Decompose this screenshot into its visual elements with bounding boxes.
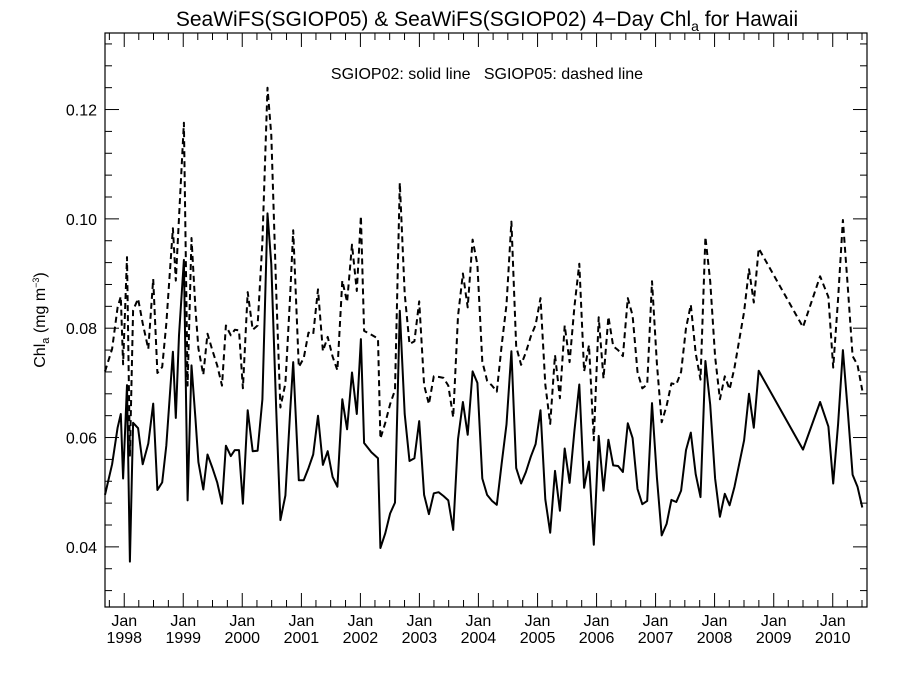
y-tick-label: 0.08	[66, 321, 97, 338]
x-tick-label-month: Jan	[111, 613, 137, 630]
series-line-sgiop02	[104, 212, 864, 563]
y-axis-label-prefix: Chl	[32, 344, 49, 368]
x-tick-label-year: 2005	[520, 630, 556, 647]
x-tick-label-month: Jan	[466, 613, 492, 630]
chart-title-suffix: for Hawaii	[699, 8, 798, 31]
plot-frame	[104, 32, 868, 608]
x-tick-label-year: 2004	[461, 630, 497, 647]
x-tick-label-month: Jan	[761, 613, 787, 630]
x-tick-label-year: 2008	[697, 630, 733, 647]
x-tick-label-month: Jan	[643, 613, 669, 630]
chart-title: SeaWiFS(SGIOP05) & SeaWiFS(SGIOP02) 4−Da…	[176, 8, 798, 34]
x-tick-label-month: Jan	[525, 613, 551, 630]
chart-title-prefix: SeaWiFS(SGIOP05) & SeaWiFS(SGIOP02) 4−Da…	[176, 8, 691, 31]
axes-layer: 0.040.060.080.100.12Jan1998Jan1999Jan200…	[66, 33, 867, 647]
x-tick-label-year: 2003	[402, 630, 438, 647]
y-tick-label: 0.04	[66, 540, 97, 557]
y-axis-label-superscript: −3	[31, 278, 41, 288]
y-axis-label-subscript: a	[40, 337, 52, 344]
y-axis-label-units-open: (mg m	[32, 288, 49, 338]
x-tick-label-year: 2007	[638, 630, 674, 647]
x-tick-label-month: Jan	[170, 613, 196, 630]
x-tick-label-year: 1999	[165, 630, 201, 647]
x-tick-label-month: Jan	[702, 613, 728, 630]
x-tick-label-year: 2009	[756, 630, 792, 647]
x-tick-label-month: Jan	[407, 613, 433, 630]
chart-title-subscript: a	[691, 18, 699, 34]
x-tick-label-year: 1998	[106, 630, 142, 647]
x-tick-label-year: 2002	[343, 630, 379, 647]
x-tick-label-year: 2001	[284, 630, 320, 647]
y-axis-label-units-close: )	[32, 272, 49, 277]
chart-annotation: SGIOP02: solid line SGIOP05: dashed line	[331, 66, 643, 83]
y-tick-label: 0.06	[66, 431, 97, 448]
x-tick-label-year: 2000	[224, 630, 260, 647]
x-tick-label-month: Jan	[289, 613, 315, 630]
y-axis-label: Chla (mg m−3)	[31, 272, 52, 368]
x-tick-label-month: Jan	[229, 613, 255, 630]
series-line-sgiop05	[104, 86, 864, 457]
x-tick-label-year: 2006	[579, 630, 615, 647]
y-tick-label: 0.10	[66, 212, 97, 229]
x-tick-label-month: Jan	[348, 613, 374, 630]
series-layer	[104, 86, 864, 563]
x-tick-label-month: Jan	[584, 613, 610, 630]
x-tick-label-year: 2010	[815, 630, 851, 647]
y-tick-label: 0.12	[66, 103, 97, 120]
x-tick-label-month: Jan	[820, 613, 846, 630]
